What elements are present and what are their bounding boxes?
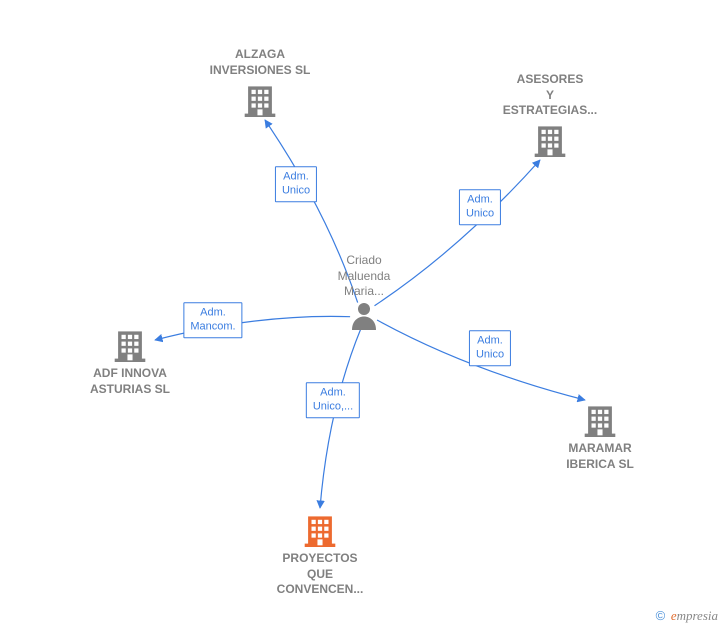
node-label-adf: ADF INNOVA ASTURIAS SL	[60, 366, 200, 397]
copyright-symbol: ©	[656, 608, 666, 623]
edge-alzaga	[265, 120, 358, 303]
building-icon	[583, 403, 617, 437]
edge-label-alzaga: Adm. Unico	[275, 166, 317, 202]
person-icon	[349, 300, 379, 335]
edge-maramar	[377, 320, 585, 400]
edge-asesores	[375, 160, 540, 306]
edge-label-proyectos: Adm. Unico,...	[306, 382, 360, 418]
building-icon	[113, 328, 147, 362]
node-label-alzaga: ALZAGA INVERSIONES SL	[190, 47, 330, 78]
center-node-label: Criado Maluenda Maria...	[314, 253, 414, 300]
edge-label-maramar: Adm. Unico	[469, 330, 511, 366]
building-icon	[303, 513, 337, 547]
edges-layer	[0, 0, 728, 630]
edge-label-asesores: Adm. Unico	[459, 189, 501, 225]
node-label-proyectos: PROYECTOS QUE CONVENCEN...	[250, 551, 390, 598]
brand-rest: mpresia	[677, 608, 718, 623]
building-icon	[243, 83, 277, 117]
node-label-asesores: ASESORES Y ESTRATEGIAS...	[480, 72, 620, 119]
node-label-maramar: MARAMAR IBERICA SL	[530, 441, 670, 472]
building-icon	[533, 123, 567, 157]
edge-adf	[155, 316, 350, 340]
edge-proyectos	[320, 329, 361, 508]
edge-label-adf: Adm. Mancom.	[183, 302, 242, 338]
footer-attribution: © empresia	[656, 608, 718, 624]
